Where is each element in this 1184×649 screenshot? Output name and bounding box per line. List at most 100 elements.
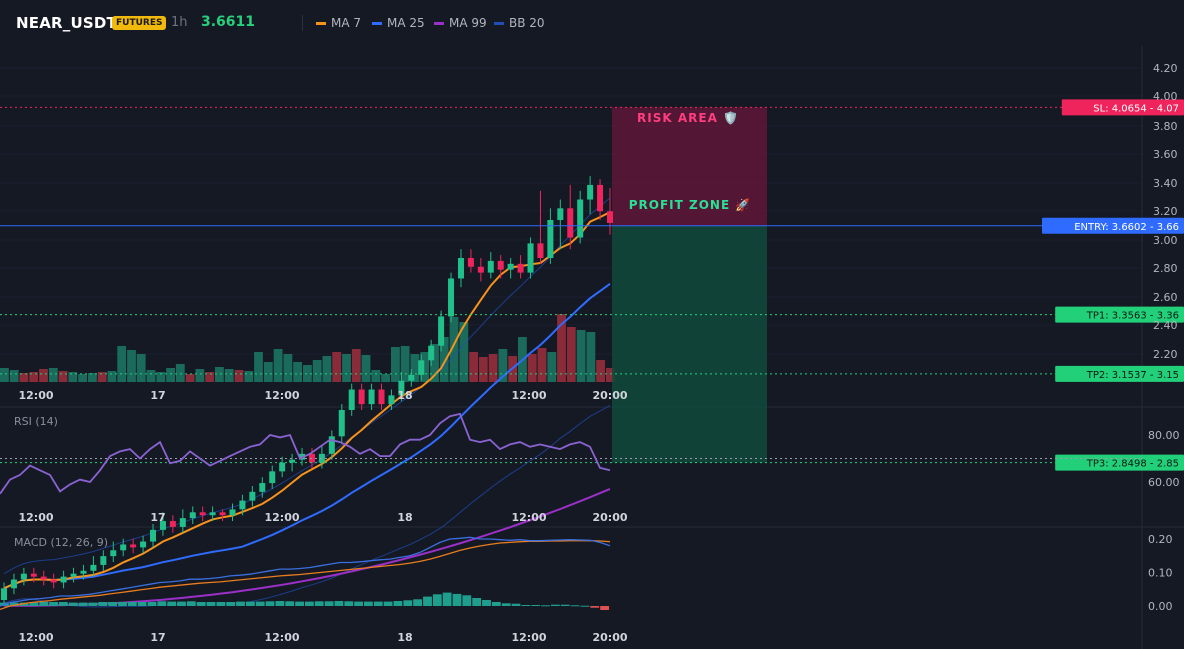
- legend-ma99[interactable]: MA 99: [434, 16, 487, 30]
- macd-hist-bar: [216, 602, 226, 606]
- macd-hist-bar: [511, 603, 521, 606]
- volume-bar: [88, 373, 97, 382]
- tp2-tag-bg: [1055, 365, 1184, 382]
- price-tick-label: 3.00: [1153, 234, 1178, 247]
- macd-hist-bar: [491, 602, 501, 606]
- macd-hist-bar: [383, 601, 393, 606]
- macd-hist-bar: [255, 601, 265, 606]
- symbol-title[interactable]: NEAR_USDT: [16, 14, 117, 32]
- candle-body: [120, 544, 127, 551]
- time-tick-label: 20:00: [592, 511, 627, 524]
- price-tick-label: 2.20: [1153, 348, 1178, 361]
- volume-bar: [127, 350, 136, 382]
- macd-hist-bar: [59, 602, 68, 606]
- macd-hist-bar: [344, 601, 354, 606]
- candle-body: [249, 491, 256, 501]
- candle-body: [239, 500, 246, 510]
- time-tick-label: 12:00: [264, 389, 299, 402]
- macd-hist-bar: [49, 602, 58, 606]
- candle-body: [150, 529, 157, 542]
- candle-body: [100, 556, 107, 565]
- price-tick-label: 4.00: [1153, 90, 1178, 103]
- price-axis[interactable]: 4.20 4.00 3.80 3.60 3.40 3.20 3.00 2.80 2.60 2.40…: [18, 62, 1177, 644]
- macd-hist-bar: [118, 602, 127, 606]
- ma7-swatch: [316, 21, 326, 25]
- legend-label: BB 20: [509, 16, 545, 30]
- volume-bar: [498, 349, 508, 382]
- volume-bar: [361, 355, 371, 382]
- candle-body: [259, 483, 266, 492]
- volume-bar: [332, 352, 342, 382]
- timeframe-label[interactable]: 1h: [171, 15, 188, 30]
- time-tick-label: 20:00: [592, 389, 627, 402]
- volume-bar: [459, 322, 469, 382]
- candle-body: [457, 257, 464, 279]
- macd-hist-bar: [68, 602, 78, 606]
- legend-ma7[interactable]: MA 7: [316, 16, 361, 30]
- macd-hist-bar: [551, 604, 560, 606]
- macd-hist-bar: [295, 601, 304, 606]
- tp2-tag[interactable]: TP2: 3.1537 - 3.15: [1086, 370, 1179, 381]
- candle-body: [50, 579, 57, 583]
- time-tick-label: 18: [397, 511, 412, 524]
- macd-hist-bar: [560, 604, 570, 606]
- volume-bar: [293, 362, 302, 382]
- legend-bb20[interactable]: BB 20: [494, 16, 545, 30]
- macd-hist-bar: [206, 602, 216, 606]
- candle-body: [110, 550, 117, 557]
- volume-bar: [234, 370, 244, 382]
- legend-ma25[interactable]: MA 25: [372, 16, 425, 30]
- rsi-title: RSI (14): [14, 415, 58, 428]
- volume-bar: [312, 360, 322, 382]
- candle-body: [229, 509, 236, 516]
- candle-body: [497, 260, 504, 270]
- volume-bar: [449, 317, 459, 382]
- macd-hist-bar: [501, 603, 511, 606]
- candle-body: [348, 389, 355, 410]
- level-lines[interactable]: SL: 4.0654 - 4.07 ENTRY: 3.6602 - 3.66 TP1…: [0, 99, 1184, 471]
- macd-hist-bar: [472, 598, 482, 606]
- time-tick-label: 12:00: [264, 511, 299, 524]
- candle-body: [179, 518, 186, 527]
- macd-hist-bar: [600, 606, 609, 610]
- macd-hist-bar: [452, 593, 462, 606]
- macd-pane[interactable]: MACD (12, 26, 9) 0.20 0.10 0.00: [0, 533, 1173, 613]
- price-tick-label: 2.80: [1153, 262, 1178, 275]
- rsi-pane[interactable]: RSI (14) 80.00 60.00: [0, 412, 1180, 495]
- candle-body: [1, 588, 7, 600]
- candle-body: [70, 573, 77, 577]
- volume-bar: [283, 354, 293, 382]
- macd-hist-bar: [482, 600, 491, 606]
- volume-bar: [224, 369, 234, 382]
- macd-hist-bar: [403, 600, 413, 606]
- sl-tag[interactable]: SL: 4.0654 - 4.07: [1093, 103, 1179, 114]
- macd-line: [0, 536, 611, 607]
- tp3-tag[interactable]: TP3: 2.8498 - 2.85: [1086, 459, 1179, 470]
- time-tick-label: 12:00: [264, 631, 299, 644]
- rsi-tick-label: 80.00: [1148, 429, 1180, 442]
- candle-body: [368, 389, 375, 405]
- volume-bar: [19, 373, 29, 382]
- tp1-tag[interactable]: TP1: 3.3563 - 3.36: [1086, 311, 1179, 322]
- sl-tag-bg: [1061, 99, 1184, 116]
- price-tick-label: 3.20: [1153, 205, 1178, 218]
- entry-tag[interactable]: ENTRY: 3.6602 - 3.66: [1074, 222, 1179, 233]
- candle-body: [20, 573, 27, 580]
- volume-bar: [400, 346, 410, 382]
- volume-bar: [166, 368, 175, 382]
- macd-hist-bar: [9, 602, 19, 606]
- macd-hist-bar: [29, 602, 39, 606]
- macd-hist-bar: [167, 601, 177, 606]
- volume-bar: [263, 362, 273, 382]
- time-tick-label: 12:00: [18, 631, 53, 644]
- candle-body: [557, 208, 564, 220]
- macd-tick-label: 0.20: [1148, 533, 1173, 546]
- candle-body: [517, 263, 524, 273]
- ma25-line: [3, 282, 611, 590]
- bb-swatch: [494, 21, 504, 25]
- candle-body: [398, 380, 405, 396]
- candle-body: [577, 199, 584, 238]
- candle-body: [189, 512, 196, 519]
- legend-label: MA 7: [331, 16, 362, 30]
